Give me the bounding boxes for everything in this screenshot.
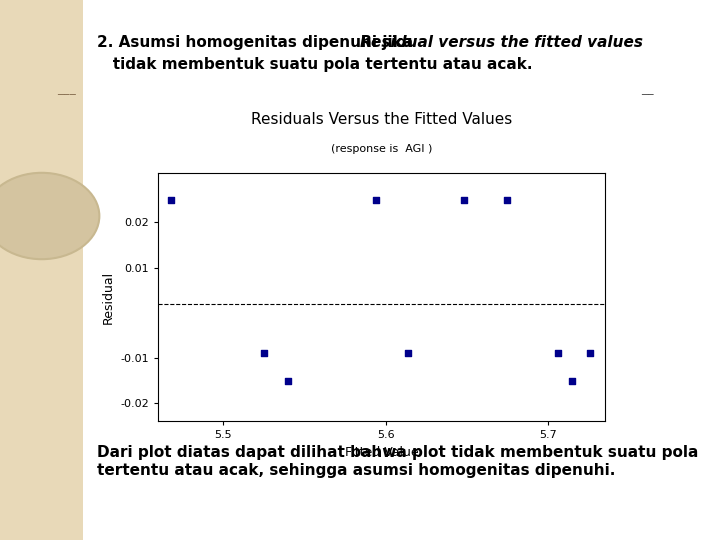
Text: tidak membentuk suatu pola tertentu atau acak.: tidak membentuk suatu pola tertentu atau… bbox=[97, 57, 533, 72]
Text: Residuals Versus the Fitted Values: Residuals Versus the Fitted Values bbox=[251, 112, 512, 127]
Text: ___: ___ bbox=[58, 82, 76, 95]
Point bbox=[502, 195, 513, 204]
Point bbox=[567, 376, 578, 385]
Text: (response is  AGI ): (response is AGI ) bbox=[331, 144, 432, 154]
Point bbox=[402, 349, 414, 358]
Point bbox=[282, 376, 294, 385]
Point bbox=[585, 349, 596, 358]
Point bbox=[552, 349, 564, 358]
Point bbox=[458, 195, 469, 204]
Point bbox=[370, 195, 382, 204]
Text: Residual versus the fitted values: Residual versus the fitted values bbox=[360, 35, 643, 50]
Point bbox=[166, 195, 177, 204]
Text: 2. Asumsi homogenitas dipenuhi jika: 2. Asumsi homogenitas dipenuhi jika bbox=[97, 35, 418, 50]
Text: __: __ bbox=[641, 82, 653, 95]
Y-axis label: Residual: Residual bbox=[102, 271, 115, 323]
Text: Dari plot diatas dapat dilihat bahwa plot tidak membentuk suatu pola
tertentu at: Dari plot diatas dapat dilihat bahwa plo… bbox=[97, 446, 698, 478]
Point bbox=[258, 349, 270, 358]
X-axis label: Fitted Value: Fitted Value bbox=[345, 446, 418, 459]
